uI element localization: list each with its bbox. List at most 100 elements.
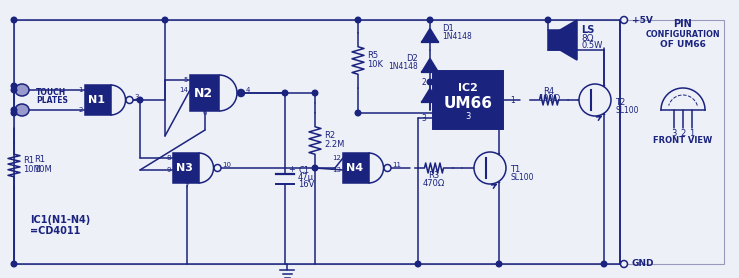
Text: 1: 1 [510,96,515,105]
Text: R3: R3 [429,172,440,180]
Text: IC2: IC2 [458,83,478,93]
Text: 10M: 10M [23,165,41,174]
Circle shape [496,261,502,267]
Text: 13: 13 [332,167,341,173]
Text: 3: 3 [466,111,471,120]
Text: 10: 10 [222,162,231,168]
Text: 11: 11 [392,162,401,168]
Circle shape [621,260,627,267]
Text: 1N4148: 1N4148 [442,31,471,41]
Text: 4: 4 [246,87,251,93]
Text: LS: LS [581,25,594,35]
Text: D1: D1 [442,24,454,33]
Text: 5: 5 [183,77,188,83]
Polygon shape [560,20,577,60]
Text: 47µ: 47µ [298,173,314,182]
Text: N1: N1 [88,95,105,105]
Circle shape [137,97,143,103]
Text: T2: T2 [615,98,625,106]
Text: 0.5W: 0.5W [581,41,602,49]
Text: 3: 3 [671,128,677,138]
Text: C1: C1 [298,166,309,175]
Text: 3: 3 [134,94,139,100]
Text: IC1(N1-N4): IC1(N1-N4) [30,215,90,225]
Circle shape [126,96,133,103]
Circle shape [579,84,611,116]
Circle shape [214,165,221,172]
Circle shape [11,110,17,116]
Polygon shape [343,153,369,183]
Text: 6: 6 [202,110,207,116]
Text: GND: GND [632,259,655,269]
Polygon shape [190,75,219,111]
Text: PLATES: PLATES [36,96,68,105]
Text: SL100: SL100 [615,105,638,115]
Circle shape [545,17,551,23]
Text: =CD4011: =CD4011 [30,226,81,236]
Text: 3: 3 [421,113,426,123]
Text: 9: 9 [166,167,171,173]
Circle shape [621,16,627,24]
Text: R1: R1 [23,156,34,165]
Text: 470Ω: 470Ω [423,178,445,187]
Circle shape [602,261,607,267]
Text: +: + [288,165,295,174]
Text: 100Ω: 100Ω [538,93,560,103]
Text: 2: 2 [681,128,686,138]
Circle shape [237,90,245,96]
Circle shape [282,90,287,96]
Ellipse shape [15,84,29,96]
Text: R1: R1 [34,155,45,165]
Polygon shape [85,85,111,115]
Circle shape [11,87,17,93]
Text: N3: N3 [176,163,193,173]
Text: R4: R4 [543,86,554,96]
Polygon shape [422,29,438,41]
Polygon shape [173,153,199,183]
Text: 12: 12 [332,155,341,161]
Circle shape [11,83,17,89]
Text: PIN: PIN [674,19,692,29]
Polygon shape [422,88,438,101]
Circle shape [312,165,318,171]
Text: 2.2M: 2.2M [324,140,344,149]
Text: R5: R5 [367,51,378,60]
Circle shape [238,90,244,96]
Text: 8Ω: 8Ω [581,34,593,43]
Circle shape [355,17,361,23]
Text: +5V: +5V [632,16,653,24]
Circle shape [427,79,433,85]
Text: UM66: UM66 [443,96,492,110]
Circle shape [474,152,506,184]
Circle shape [384,165,391,172]
Circle shape [11,261,17,267]
Text: 16V: 16V [298,180,314,189]
Ellipse shape [15,104,29,116]
Circle shape [162,17,168,23]
Text: R2: R2 [324,131,335,140]
Text: T1: T1 [510,165,520,175]
FancyBboxPatch shape [433,71,503,129]
Circle shape [415,261,420,267]
Circle shape [312,90,318,96]
Text: CONFIGURATION: CONFIGURATION [646,29,721,38]
Text: 1N4148: 1N4148 [442,91,471,101]
Text: TOUCH: TOUCH [36,88,67,96]
Text: N4: N4 [346,163,363,173]
Text: 1: 1 [689,128,695,138]
Text: 10K: 10K [367,60,383,69]
Text: 10M: 10M [34,165,52,173]
Text: D3: D3 [442,83,454,93]
Text: 2: 2 [421,78,426,86]
Text: 1N4148: 1N4148 [388,61,418,71]
Text: FRONT VIEW: FRONT VIEW [653,135,712,145]
Text: D2: D2 [406,53,418,63]
Text: 14: 14 [179,87,188,93]
Text: 7: 7 [185,183,189,189]
Polygon shape [548,30,560,50]
Text: 8: 8 [166,155,171,161]
Text: 2: 2 [78,107,83,113]
Polygon shape [422,58,438,71]
Circle shape [11,107,17,113]
Text: SL100: SL100 [510,173,534,182]
